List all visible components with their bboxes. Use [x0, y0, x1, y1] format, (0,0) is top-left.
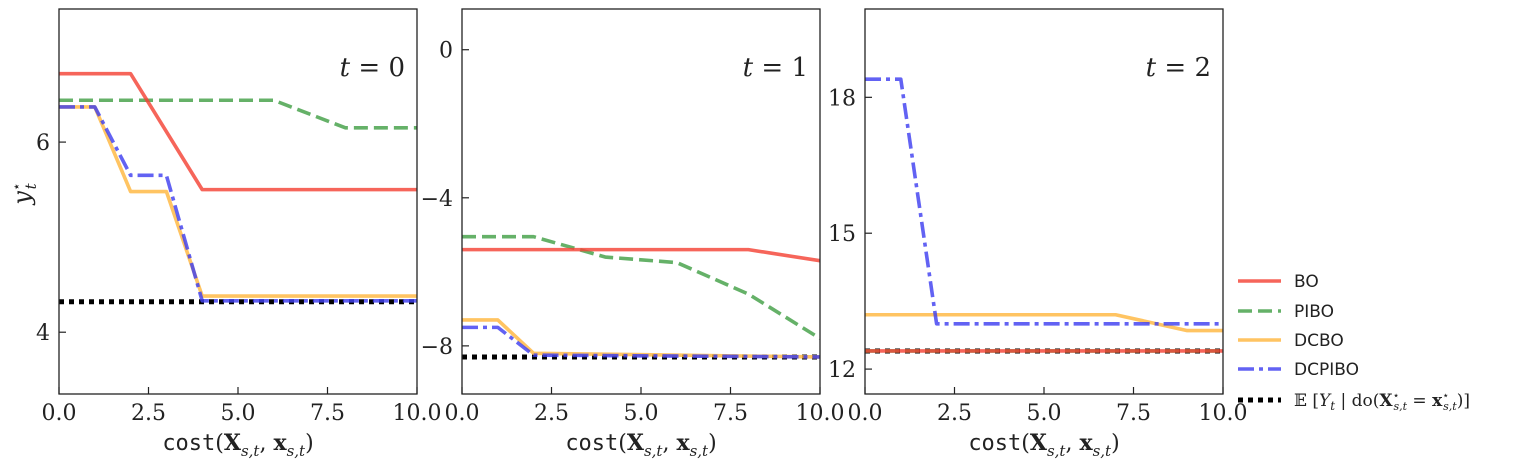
- legend-label: PIBO: [1294, 302, 1334, 322]
- panel-t0: 0.0 2.5 5.0 7.5 10.0 4 6 t = 0 cost(Xs,t, xs,t) y…: [8, 8, 442, 460]
- y-tick-label: 15: [828, 222, 856, 247]
- panel-annotation: t = 2: [1146, 53, 1211, 83]
- legend-entry-4: DCPIBO: [1238, 360, 1359, 380]
- legend-label: 𝔼 [Yt | do(X⋆ s,t = x⋆ s,t)]: [1294, 389, 1470, 413]
- x-tick-label: 0.0: [848, 401, 883, 426]
- x-axis-label: cost(Xs,t, xs,t): [162, 430, 313, 460]
- x-axis-label: cost(Xs,t, xs,t): [968, 430, 1119, 460]
- x-tick-label: 2.5: [534, 401, 569, 426]
- panels: 0.0 2.5 5.0 7.5 10.0 4 6 t = 0 cost(Xs,t, xs,t) y…: [8, 8, 1248, 460]
- y-tick-label: −8: [421, 335, 453, 360]
- series-group: [462, 234, 820, 360]
- y-tick-label: 6: [36, 131, 50, 156]
- x-tick-label: 5.0: [221, 401, 256, 426]
- x-tick-label: 7.5: [310, 401, 345, 426]
- y-tick-label: 18: [828, 86, 856, 111]
- x-tick-label: 5.0: [1027, 401, 1062, 426]
- x-tick-label: 10.0: [393, 401, 442, 426]
- x-tick-label: 2.5: [937, 401, 972, 426]
- x-tick-label: 10.0: [796, 401, 845, 426]
- series-line-dcbo: [865, 312, 1223, 333]
- legend-label: DCBO: [1294, 331, 1344, 351]
- x-tick-label: 2.5: [131, 401, 166, 426]
- y-tick-label: 0: [439, 39, 453, 64]
- legend-entry-3: DCBO: [1238, 331, 1344, 351]
- series-line-bo: [462, 247, 820, 263]
- series-line-dcpibo: [59, 105, 417, 303]
- x-tick-label: 0.0: [445, 401, 480, 426]
- y-tick-label: −4: [421, 187, 453, 212]
- x-tick-label: 10.0: [1199, 401, 1248, 426]
- x-axis-label: cost(Xs,t, xs,t): [565, 430, 716, 460]
- panel-annotation: t = 1: [743, 53, 808, 83]
- series-line-dcbo: [59, 105, 417, 298]
- x-tick-label: 5.0: [624, 401, 659, 426]
- series-line-dcpibo: [462, 325, 820, 359]
- y-axis-label: y⋆t: [8, 182, 40, 205]
- series-line-dcbo: [462, 318, 820, 359]
- legend: BO PIBO DCBO DCPIBO 𝔼 [Yt | do(X⋆ s,t = x⋆ s,t…: [1238, 272, 1470, 413]
- series-group: [59, 71, 417, 305]
- panel-t2: 0.0 2.5 5.0 7.5 10.0 12 15 18 t = 2 cost(Xs,t, xs…: [828, 8, 1248, 460]
- x-tick-label: 0.0: [42, 401, 77, 426]
- legend-entry-2: PIBO: [1238, 302, 1334, 322]
- y-tick-label: 4: [36, 321, 50, 346]
- series-line-pibo: [462, 234, 820, 340]
- series-group: [865, 77, 1223, 354]
- y-tick-label: 12: [828, 358, 856, 383]
- series-line-bo: [59, 71, 417, 192]
- panel-annotation: t = 0: [340, 53, 405, 83]
- panel-t1: 0.0 2.5 5.0 7.5 10.0 0 −4 −8 t = 1 cost(Xs,t, xs,…: [421, 8, 845, 460]
- series-line-pibo: [59, 98, 417, 130]
- legend-label: BO: [1294, 272, 1319, 292]
- legend-entry-1: BO: [1238, 272, 1319, 292]
- legend-label: DCPIBO: [1294, 360, 1359, 380]
- x-tick-label: 7.5: [1116, 401, 1151, 426]
- series-line-dcpibo: [865, 77, 1223, 326]
- x-tick-label: 7.5: [713, 401, 748, 426]
- legend-entry-5: 𝔼 [Yt | do(X⋆ s,t = x⋆ s,t)]: [1238, 389, 1470, 413]
